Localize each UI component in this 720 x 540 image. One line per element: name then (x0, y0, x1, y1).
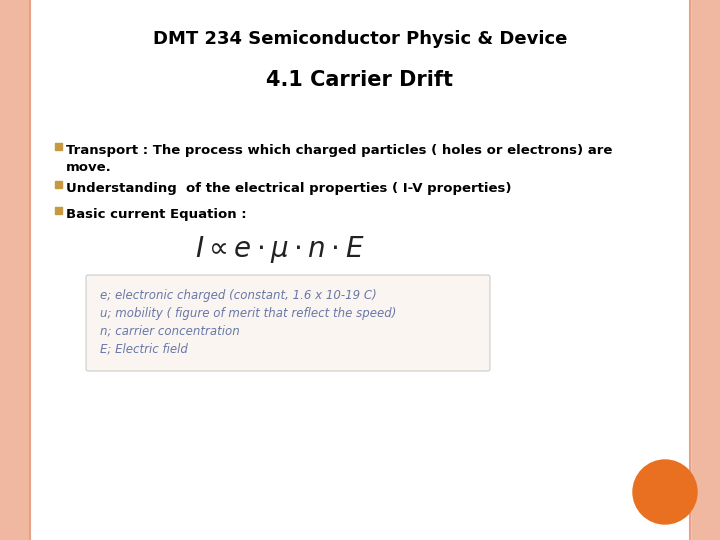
Bar (55, 181, 62, 188)
Text: 4.1 Carrier Drift: 4.1 Carrier Drift (266, 70, 454, 90)
FancyBboxPatch shape (86, 275, 490, 371)
Text: move.: move. (66, 161, 112, 174)
Text: E; Electric field: E; Electric field (100, 343, 188, 356)
Text: DMT 234 Semiconductor Physic & Device: DMT 234 Semiconductor Physic & Device (153, 30, 567, 48)
Text: Transport : The process which charged particles ( holes or electrons) are: Transport : The process which charged pa… (66, 144, 613, 157)
Text: e; electronic charged (constant, 1.6 x 10-19 C): e; electronic charged (constant, 1.6 x 1… (100, 289, 377, 302)
Text: Understanding  of the electrical properties ( I-V properties): Understanding of the electrical properti… (66, 182, 511, 195)
Bar (55, 143, 62, 150)
Circle shape (633, 460, 697, 524)
Bar (690, 0, 720, 540)
Text: $I \propto e \cdot \mu \cdot n \cdot E$: $I \propto e \cdot \mu \cdot n \cdot E$ (195, 234, 365, 265)
Text: n; carrier concentration: n; carrier concentration (100, 325, 240, 338)
Bar (0, 0, 30, 540)
Text: Basic current Equation :: Basic current Equation : (66, 208, 247, 221)
Text: u; mobility ( figure of merit that reflect the speed): u; mobility ( figure of merit that refle… (100, 307, 397, 320)
Bar (55, 207, 62, 214)
